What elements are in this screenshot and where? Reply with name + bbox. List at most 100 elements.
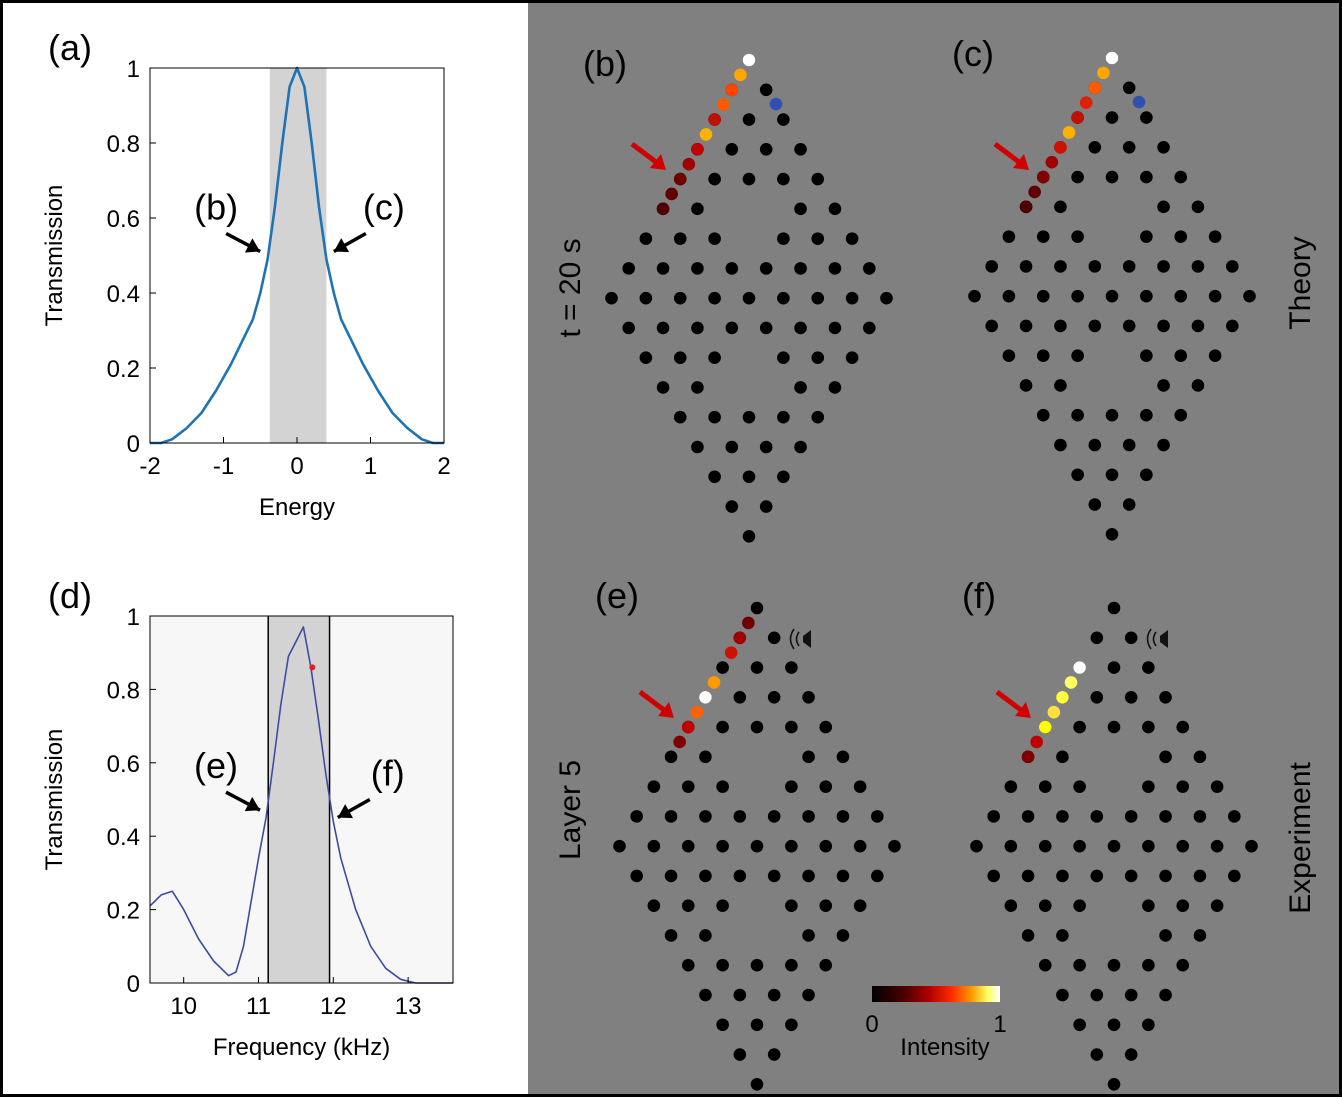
lattice-site <box>733 1048 747 1061</box>
colorbar-max: 1 <box>993 1011 1006 1038</box>
lattice-site <box>794 202 807 216</box>
lattice-site <box>1228 869 1241 883</box>
excited-site <box>673 735 686 749</box>
speaker-wave <box>1152 631 1157 647</box>
lattice-site <box>759 440 773 454</box>
side-label-experiment: Experiment <box>1284 761 1317 913</box>
lattice-site <box>767 988 781 1002</box>
lattice-site <box>1021 929 1035 942</box>
excited-site <box>733 631 747 645</box>
lattice-site <box>794 321 807 335</box>
lattice-site <box>1243 289 1256 303</box>
lattice-site <box>759 83 773 97</box>
lattice-site <box>1107 1078 1121 1091</box>
x-tick-label: -1 <box>213 453 234 480</box>
lattice-site <box>1021 810 1035 823</box>
lattice-site <box>639 291 653 305</box>
excited-site <box>1030 735 1043 749</box>
lattice-site <box>1122 319 1136 333</box>
lattice-site <box>1124 988 1138 1002</box>
lattice-site <box>1073 958 1086 972</box>
lattice-site <box>1157 141 1170 154</box>
lattice-site <box>1157 319 1170 333</box>
lattice-site <box>1159 988 1172 1002</box>
lattice-site <box>1088 498 1102 511</box>
lattice-f <box>970 601 1258 1091</box>
lattice-site <box>1107 720 1121 734</box>
lattice-site <box>828 262 842 275</box>
lattice-site <box>691 202 704 216</box>
lattice-site <box>1056 869 1069 883</box>
lattice-site <box>1176 958 1190 972</box>
excited-site <box>691 143 704 156</box>
lattice-site <box>1090 691 1104 704</box>
lattice-site <box>664 869 678 883</box>
lattice-site <box>1054 260 1067 273</box>
y-axis-label: Transmission <box>41 185 68 327</box>
lattice-site <box>836 750 850 764</box>
lattice-site <box>1088 141 1102 154</box>
lattice-site <box>1142 780 1155 793</box>
lattice-site <box>802 988 815 1002</box>
lattice-site <box>1124 631 1138 645</box>
excited-site <box>699 691 712 704</box>
lattice-site <box>759 500 773 513</box>
lattice-site <box>1124 869 1138 883</box>
lattice-site <box>622 262 635 275</box>
lattice-site <box>1157 438 1170 452</box>
lattice-site <box>605 291 618 305</box>
lattice-site <box>691 262 704 275</box>
excited-site <box>742 616 755 630</box>
lattice-site <box>1124 810 1138 823</box>
lattice-site <box>1038 958 1052 972</box>
lattice-site <box>819 780 833 793</box>
lattice-site <box>777 232 790 245</box>
lattice-site <box>767 1048 781 1061</box>
lattice-site <box>1090 988 1104 1002</box>
lattice-site <box>785 899 798 912</box>
lattice-site <box>1159 691 1172 704</box>
probe-site <box>1132 95 1146 109</box>
excited-site <box>724 646 738 659</box>
lattice-site <box>819 958 833 972</box>
colorbar <box>872 986 1000 1002</box>
lattice-site <box>1191 200 1205 214</box>
speaker-body <box>1160 630 1168 648</box>
lattice-site <box>656 381 670 394</box>
lattice-site <box>673 291 687 305</box>
lattice-site <box>716 1018 729 1032</box>
lattice-site <box>1159 869 1172 883</box>
excited-site <box>1064 676 1078 689</box>
lattice-site <box>1071 230 1084 243</box>
lattice-site <box>759 143 773 156</box>
lattice-site <box>708 470 721 484</box>
excited-site <box>682 157 696 171</box>
annotation-label: (e) <box>194 745 238 786</box>
lattice-site <box>1228 810 1241 823</box>
panel-a-chart: -2 -1 0 1 2 0 0.2 0.4 0.6 0.8 1 Energy Transmission (… <box>41 56 451 521</box>
excited-site <box>734 68 747 82</box>
lattice-site <box>708 232 721 245</box>
lattice-site <box>1174 170 1188 184</box>
lattice-site <box>1004 839 1018 853</box>
lattice-site <box>985 260 998 273</box>
lattice-site <box>1107 661 1121 674</box>
lattice-site <box>1054 200 1067 214</box>
annotation-arrow-head <box>337 804 354 819</box>
lattice-site <box>1107 958 1121 972</box>
lattice-site <box>888 839 901 853</box>
lattice-site <box>819 899 833 912</box>
lattice-site <box>1004 899 1018 912</box>
lattice-site <box>785 720 798 734</box>
lattice-site <box>836 869 850 883</box>
lattice-site <box>759 321 773 335</box>
lattice-site <box>777 470 790 484</box>
lattice-site <box>725 440 739 454</box>
lattice-site <box>699 750 712 764</box>
lattice-site <box>708 410 721 424</box>
lattice-site <box>968 289 981 303</box>
lattice-site <box>1038 780 1052 793</box>
lattice-site <box>681 958 695 972</box>
excited-site <box>1028 185 1041 199</box>
lattice-site <box>1142 899 1155 912</box>
